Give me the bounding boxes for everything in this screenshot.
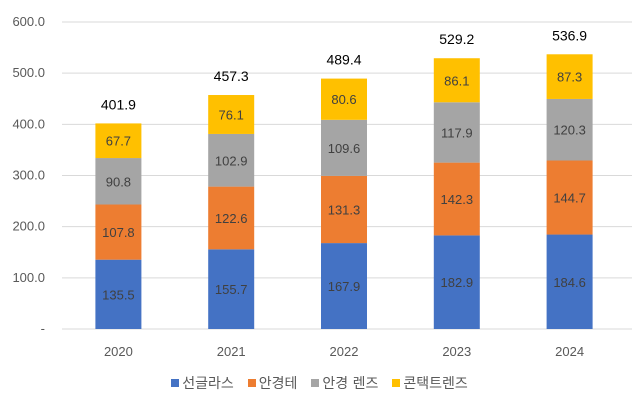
data-label: 80.6 bbox=[331, 92, 356, 107]
x-tick-label: 2023 bbox=[442, 344, 471, 359]
x-tick-label: 2021 bbox=[217, 344, 246, 359]
data-label: 90.8 bbox=[106, 174, 131, 189]
data-label: 109.6 bbox=[328, 141, 361, 156]
data-label: 102.9 bbox=[215, 153, 248, 168]
bar-segment bbox=[95, 158, 142, 205]
bar-segment bbox=[546, 160, 593, 235]
data-label: 167.9 bbox=[328, 279, 361, 294]
bar-segment bbox=[546, 98, 593, 161]
bar-segment bbox=[95, 259, 142, 329]
legend-label: 안경테 bbox=[258, 376, 298, 392]
total-label: 536.9 bbox=[552, 27, 587, 43]
legend-swatch bbox=[392, 379, 401, 387]
legend-item: 안경 렌즈 bbox=[311, 373, 378, 393]
data-label: 107.8 bbox=[102, 225, 135, 240]
y-tick-label: - bbox=[41, 321, 45, 336]
y-tick-label: 300.0 bbox=[12, 168, 45, 183]
legend-swatch bbox=[171, 379, 180, 387]
bar-segment bbox=[546, 54, 593, 99]
y-tick-label: 600.0 bbox=[12, 14, 45, 29]
legend: 선글라스 안경테 안경 렌즈 콘택트렌즈 bbox=[0, 373, 639, 393]
bar-segment bbox=[208, 249, 255, 329]
data-label: 184.6 bbox=[553, 275, 586, 290]
y-tick-label: 500.0 bbox=[12, 65, 45, 80]
bar-segment bbox=[95, 204, 142, 260]
data-label: 144.7 bbox=[553, 191, 586, 206]
data-label: 120.3 bbox=[553, 123, 586, 138]
y-tick-label: 400.0 bbox=[12, 116, 45, 131]
total-label: 457.3 bbox=[214, 68, 249, 84]
bar-segment bbox=[208, 186, 255, 250]
legend-swatch bbox=[311, 379, 320, 387]
y-tick-label: 100.0 bbox=[12, 270, 45, 285]
bar-segment bbox=[433, 235, 480, 329]
legend-swatch bbox=[247, 379, 256, 387]
x-tick-label: 2024 bbox=[555, 344, 584, 359]
legend-item: 콘택트렌즈 bbox=[392, 373, 468, 393]
y-tick-label: 200.0 bbox=[12, 219, 45, 234]
bar-segment bbox=[321, 119, 367, 176]
data-label: 117.9 bbox=[441, 125, 473, 140]
legend-item: 선글라스 bbox=[171, 373, 234, 393]
bar-segment bbox=[433, 162, 480, 236]
data-label: 76.1 bbox=[219, 107, 244, 122]
legend-label: 콘택트렌즈 bbox=[403, 376, 468, 392]
total-label: 489.4 bbox=[326, 52, 361, 68]
x-tick-label: 2020 bbox=[104, 344, 133, 359]
x-tick-label: 2022 bbox=[330, 344, 359, 359]
legend-label: 선글라스 bbox=[182, 376, 234, 392]
legend-item: 안경테 bbox=[247, 373, 298, 393]
legend-label: 안경 렌즈 bbox=[322, 376, 379, 392]
bar-segment bbox=[433, 102, 480, 163]
data-label: 122.6 bbox=[215, 211, 248, 226]
bar-segment bbox=[321, 175, 367, 244]
data-label: 86.1 bbox=[444, 73, 469, 88]
data-label: 182.9 bbox=[441, 275, 474, 290]
bar-segment bbox=[433, 58, 480, 103]
total-label: 401.9 bbox=[101, 96, 136, 112]
bar-segment bbox=[208, 133, 255, 187]
total-label: 529.2 bbox=[439, 31, 474, 47]
data-label: 135.5 bbox=[102, 287, 135, 302]
bar-segment bbox=[95, 123, 142, 159]
bar-segment bbox=[546, 234, 593, 329]
bar-segment bbox=[321, 243, 367, 329]
data-label: 87.3 bbox=[557, 70, 582, 85]
data-label: 142.3 bbox=[441, 192, 474, 207]
bar-segment bbox=[321, 78, 367, 120]
data-label: 131.3 bbox=[328, 203, 361, 218]
bar-segment bbox=[208, 95, 255, 134]
data-label: 155.7 bbox=[215, 282, 248, 297]
data-label: 67.7 bbox=[106, 134, 131, 149]
